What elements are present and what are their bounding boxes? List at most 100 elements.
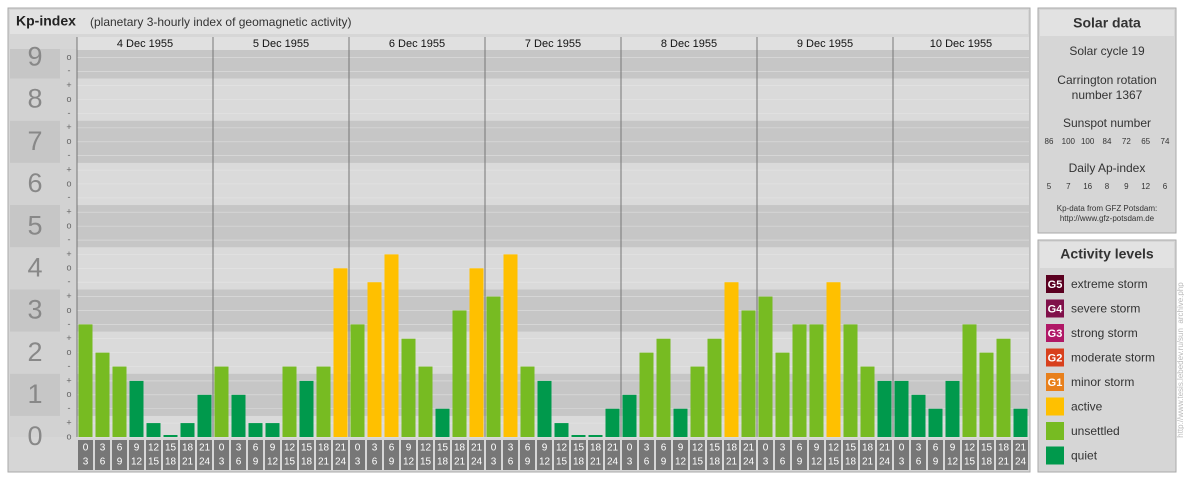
y-label-cell bbox=[10, 247, 60, 290]
minor-tick-label: - bbox=[68, 234, 71, 244]
panel-title: Solar data bbox=[1073, 15, 1141, 31]
chart-subtitle: (planetary 3-hourly index of geomagnetic… bbox=[90, 15, 351, 29]
minor-tick-label: - bbox=[68, 319, 71, 329]
time-label: 6 bbox=[253, 443, 259, 454]
time-cell bbox=[214, 440, 229, 470]
time-label: 6 bbox=[644, 457, 650, 468]
bar bbox=[180, 423, 195, 437]
bar bbox=[265, 423, 280, 437]
minor-tick-label: + bbox=[66, 333, 71, 343]
bar bbox=[605, 408, 620, 437]
panel-title: Activity levels bbox=[1060, 246, 1154, 262]
time-cell bbox=[163, 440, 178, 470]
solar-title-bar bbox=[1040, 10, 1174, 36]
time-cell bbox=[197, 440, 212, 470]
minor-tick-label: o bbox=[66, 263, 71, 273]
title-bar bbox=[10, 10, 1028, 34]
side-text: Kp-data from GFZ Potsdam: bbox=[1057, 204, 1157, 213]
time-cell bbox=[945, 440, 960, 470]
sunspot-value: 100 bbox=[1081, 137, 1095, 146]
time-label: 6 bbox=[372, 457, 378, 468]
time-label: 9 bbox=[253, 457, 259, 468]
time-cell bbox=[231, 440, 246, 470]
time-label: 18 bbox=[165, 457, 177, 468]
time-cell bbox=[265, 440, 280, 470]
time-cell bbox=[384, 440, 399, 470]
minor-tick-label: - bbox=[68, 66, 71, 76]
time-label: 12 bbox=[420, 443, 432, 454]
bar bbox=[146, 423, 161, 437]
bar bbox=[860, 366, 875, 437]
time-label: 18 bbox=[573, 457, 585, 468]
time-label: 15 bbox=[573, 443, 585, 454]
band bbox=[77, 49, 1029, 79]
time-label: 18 bbox=[998, 443, 1010, 454]
legend-swatch bbox=[1046, 446, 1064, 465]
time-label: 6 bbox=[508, 457, 514, 468]
time-cell bbox=[299, 440, 314, 470]
time-label: 6 bbox=[117, 443, 123, 454]
time-label: 0 bbox=[763, 443, 769, 454]
time-label: 21 bbox=[182, 457, 194, 468]
bar bbox=[928, 408, 943, 437]
time-label: 0 bbox=[627, 443, 633, 454]
time-cell bbox=[316, 440, 331, 470]
time-cell bbox=[707, 440, 722, 470]
bar bbox=[486, 296, 501, 437]
time-label: 3 bbox=[916, 443, 922, 454]
legend-title-bar bbox=[1040, 242, 1174, 268]
time-cell bbox=[112, 440, 127, 470]
side-text: Sunspot number bbox=[1063, 116, 1151, 130]
time-label: 12 bbox=[148, 443, 160, 454]
bar bbox=[299, 380, 314, 437]
legend-label: strong storm bbox=[1071, 326, 1138, 340]
time-label: 24 bbox=[335, 457, 347, 468]
legend-label: extreme storm bbox=[1071, 277, 1148, 291]
time-label: 12 bbox=[828, 443, 840, 454]
time-label: 0 bbox=[491, 443, 497, 454]
time-cell bbox=[520, 440, 535, 470]
time-cell bbox=[401, 440, 416, 470]
time-label: 6 bbox=[780, 457, 786, 468]
side-text: Carrington rotation bbox=[1057, 73, 1156, 87]
time-label: 3 bbox=[100, 443, 106, 454]
band bbox=[77, 415, 1029, 437]
time-cell bbox=[724, 440, 739, 470]
time-label: 3 bbox=[236, 443, 242, 454]
time-label: 12 bbox=[539, 457, 551, 468]
bar bbox=[622, 394, 637, 437]
time-label: 9 bbox=[797, 457, 803, 468]
bar bbox=[554, 423, 569, 437]
time-cell bbox=[78, 440, 93, 470]
time-label: 21 bbox=[590, 457, 602, 468]
time-label: 15 bbox=[148, 457, 160, 468]
bar bbox=[282, 366, 297, 437]
day-label: 8 Dec 1955 bbox=[661, 38, 717, 50]
time-cell bbox=[639, 440, 654, 470]
time-label: 3 bbox=[372, 443, 378, 454]
minor-tick-label: + bbox=[66, 375, 71, 385]
y-label-cell bbox=[10, 49, 60, 79]
y-tick-label: 9 bbox=[27, 42, 42, 72]
time-label: 18 bbox=[454, 443, 466, 454]
time-label: 6 bbox=[389, 443, 395, 454]
bar bbox=[384, 254, 399, 437]
legend-label: moderate storm bbox=[1071, 351, 1155, 365]
day-label: 4 Dec 1955 bbox=[117, 38, 173, 50]
time-cell bbox=[1013, 440, 1028, 470]
y-label-cell bbox=[10, 205, 60, 248]
time-cell bbox=[826, 440, 841, 470]
legend-swatch bbox=[1046, 275, 1064, 293]
minor-tick-label: + bbox=[66, 291, 71, 301]
minor-tick-label: + bbox=[66, 164, 71, 174]
time-label: 6 bbox=[236, 457, 242, 468]
sunspot-value: 65 bbox=[1141, 137, 1150, 146]
minor-tick-label: - bbox=[68, 277, 71, 287]
time-label: 18 bbox=[981, 457, 993, 468]
time-label: 12 bbox=[556, 443, 568, 454]
time-cell bbox=[928, 440, 943, 470]
time-cell bbox=[809, 440, 824, 470]
bar bbox=[945, 380, 960, 437]
minor-tick-label: o bbox=[66, 347, 71, 357]
